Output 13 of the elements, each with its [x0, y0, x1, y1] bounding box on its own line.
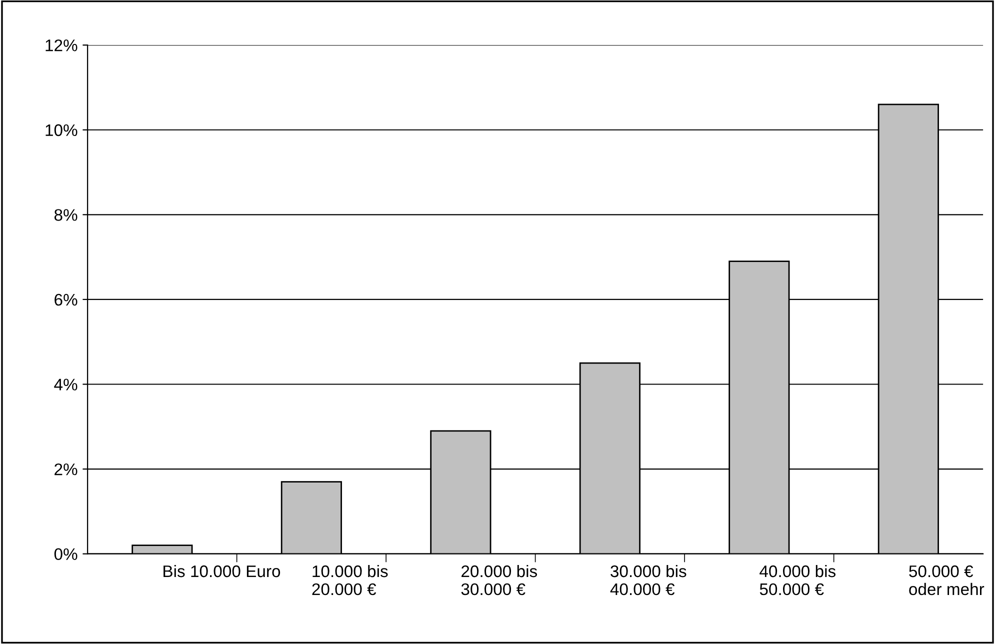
y-tick-label: 12% [46, 39, 78, 52]
y-tick-label: 4% [54, 378, 78, 390]
y-tick-label: 0% [54, 548, 78, 560]
x-tick-label: 30.000 bis 40.000 € [610, 564, 686, 596]
y-tick-label: 2% [54, 463, 78, 476]
x-tick-label: 40.000 bis 50.000 € [760, 564, 836, 596]
y-tick-label: 8% [54, 209, 78, 221]
y-tick-label: 6% [54, 294, 78, 306]
x-tick-label: Bis 10.000 Euro [164, 564, 280, 578]
y-tick-label: 10% [46, 124, 78, 136]
x-tick-label: 10.000 bis 20.000 € [312, 564, 388, 596]
x-tick-label: 50.000 € oder mehr [909, 565, 984, 596]
x-tick-label: 20.000 bis 30.000 € [461, 564, 537, 596]
